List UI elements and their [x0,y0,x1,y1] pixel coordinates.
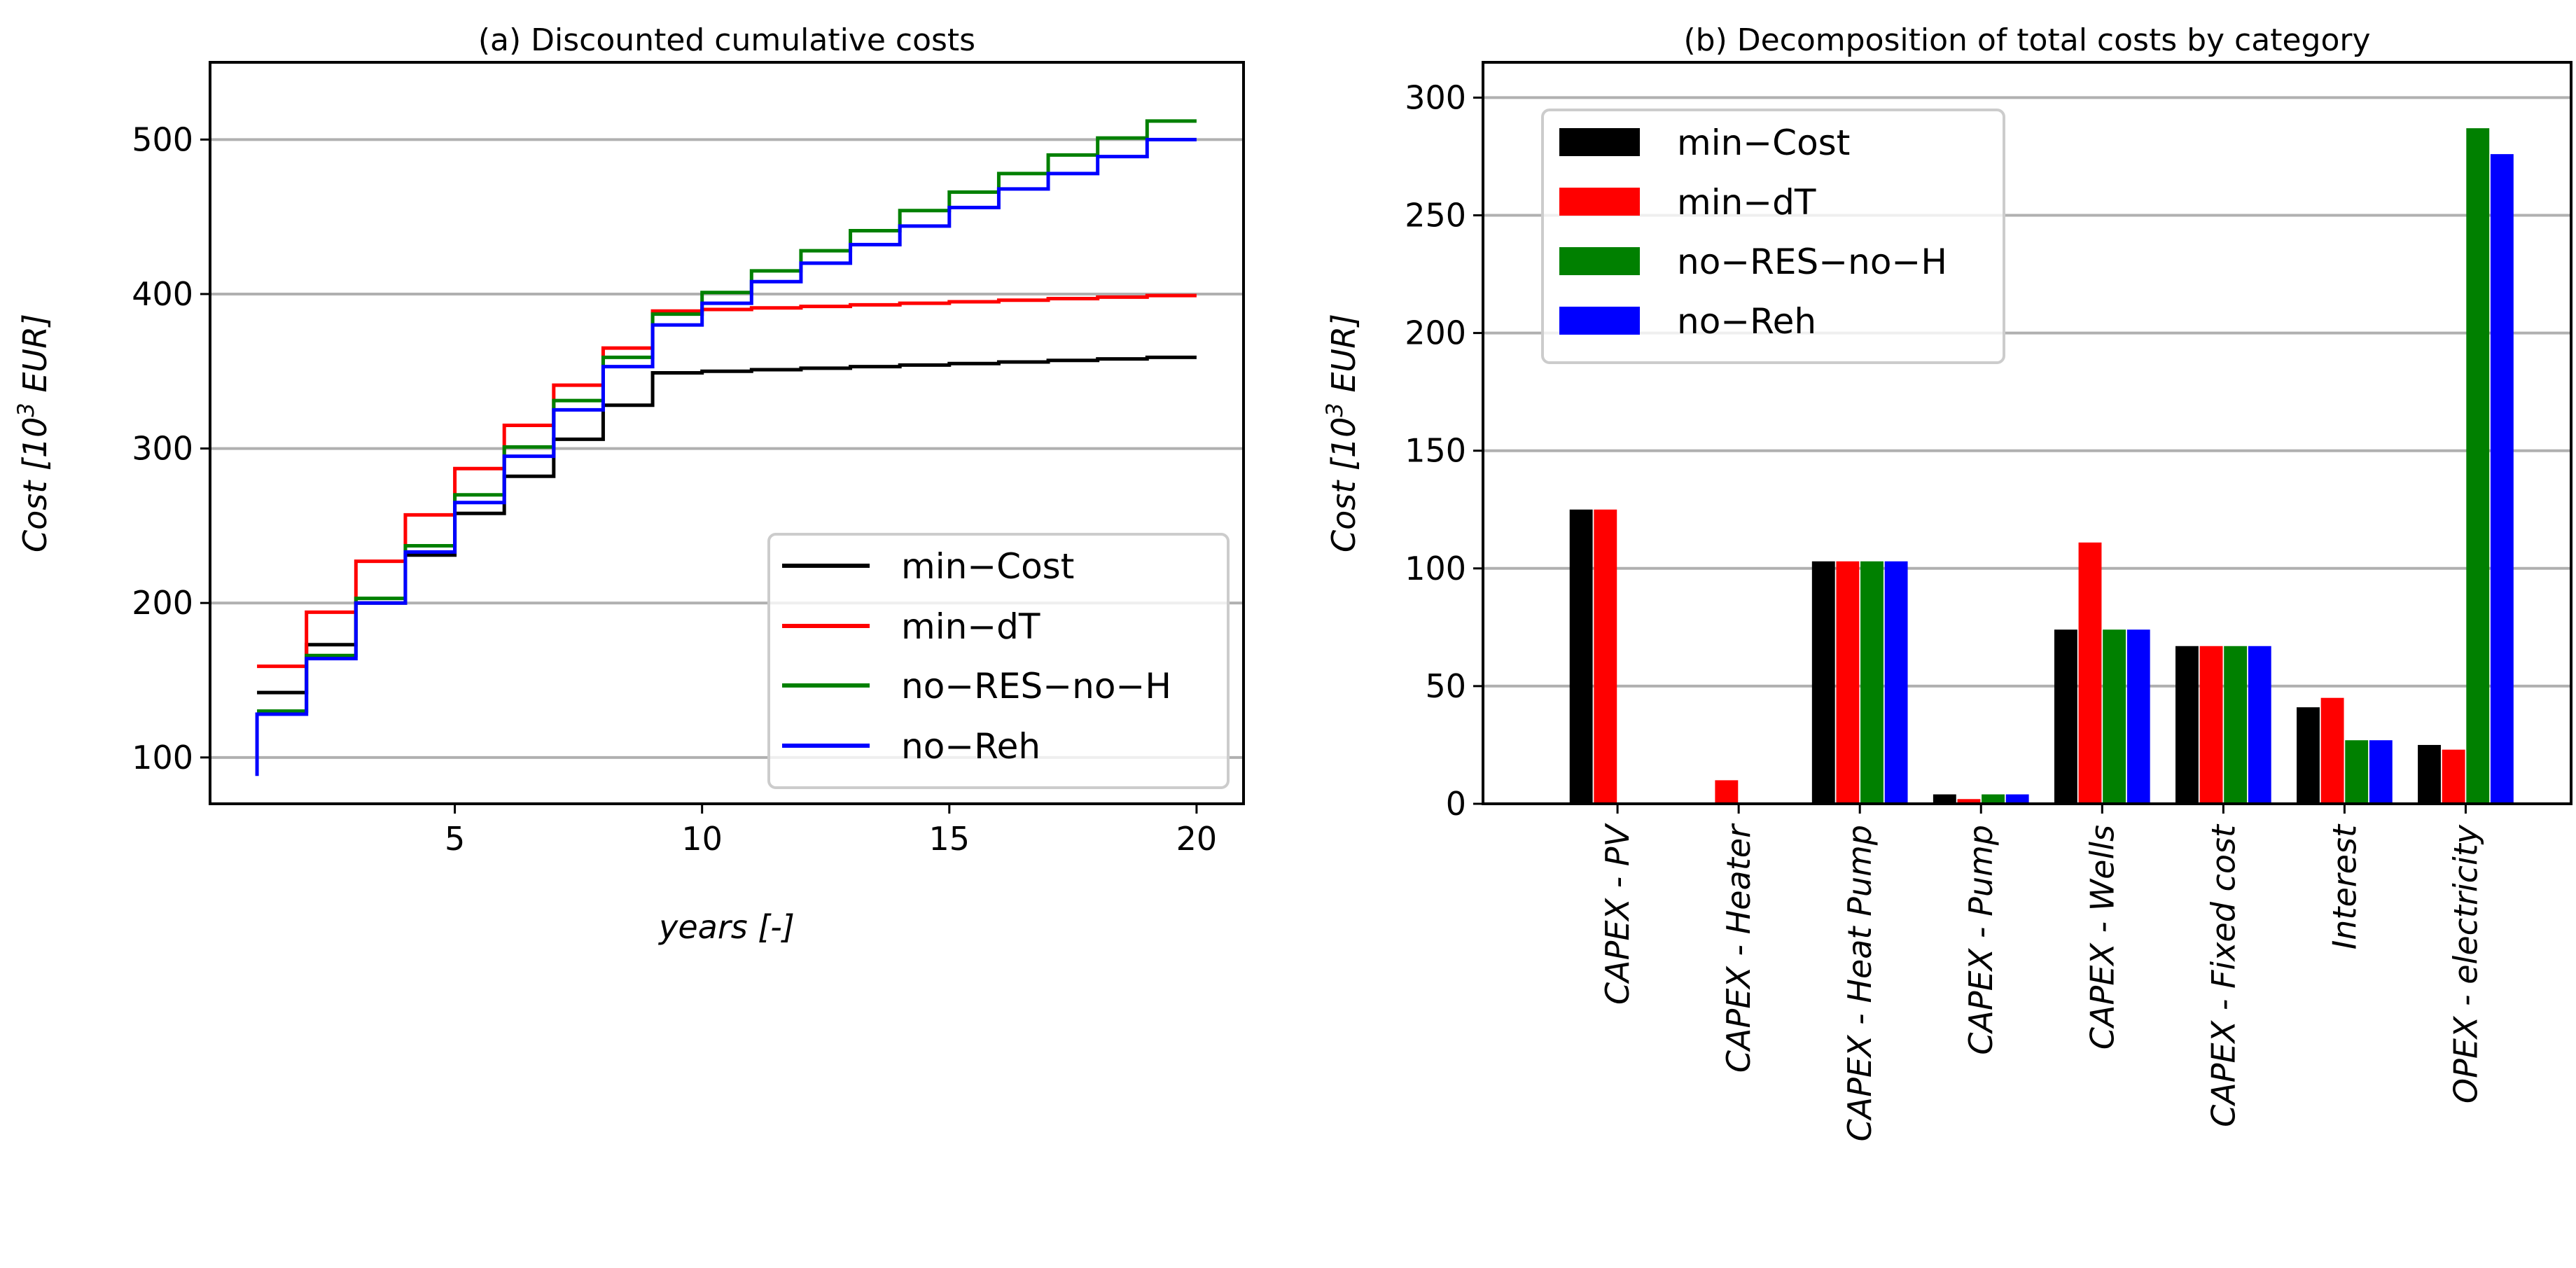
x-tick-label: CAPEX - PV [1599,822,1636,1004]
legend-frame [767,533,1230,789]
legend-label: min−dT [1677,182,1816,223]
legend-label: no−RES−no−H [901,666,1171,706]
legend-label: no−RES−no−H [1677,242,1947,282]
x-tick-label: OPEX - electricity [2446,824,2484,1103]
y-tick-label: 250 [1405,197,1466,235]
bar-no−RES−no−H [1860,561,1884,804]
series-line-no−Reh [255,137,1197,776]
y-tick-label: 0 [1446,785,1466,823]
bar-no−Reh [2369,740,2393,804]
bar-min−Cost [2054,629,2077,804]
legend-patch-min−dT [1559,188,1640,216]
legend-label: min−Cost [1677,123,1850,163]
x-tick-label: 10 [681,820,723,858]
bar-min−dT [1715,780,1739,804]
legend-label: no−Reh [1677,301,1816,342]
bar-min−Cost [1811,561,1835,804]
y-tick-label: 50 [1425,667,1466,705]
chart-a-title: (a) Discounted cumulative costs [478,22,975,58]
series-line-min−Cost [257,355,1197,695]
bar-no−RES−no−H [2466,128,2490,804]
bar-min−dT [1957,799,1981,804]
y-tick-label: 300 [132,430,193,468]
bar-min−dT [2442,749,2465,804]
y-tick-label: 200 [132,584,193,622]
y-tick-label: 100 [132,739,193,776]
legend-label: no−Reh [901,726,1040,767]
legend-frame [1541,109,2005,364]
bar-no−RES−no−H [2224,646,2248,804]
bar-min−Cost [1569,509,1593,804]
bar-min−Cost [2175,646,2199,804]
bar-no−Reh [2005,794,2029,804]
bar-min−dT [1836,561,1860,804]
y-axis-label: Cost [103 EUR] [13,314,54,552]
y-tick-label: 150 [1405,432,1466,470]
bar-no−RES−no−H [2345,740,2369,804]
bar-no−RES−no−H [2103,629,2126,804]
bar-no−Reh [1884,561,1908,804]
bar-no−Reh [2248,646,2271,804]
legend-label: min−dT [901,606,1040,647]
x-tick-label: CAPEX - Heater [1720,823,1757,1073]
x-tick-label: CAPEX - Fixed cost [2204,823,2242,1127]
legend-patch-min−Cost [1559,128,1640,156]
bar-min−Cost [1933,794,1956,804]
legend: min−Cost min−dT no−RES−no−H no−Reh [1541,109,2005,364]
bar-no−Reh [2126,629,2150,804]
bar-no−Reh [2490,154,2514,804]
bar-no−RES−no−H [1982,794,2005,804]
y-tick-label: 200 [1405,314,1466,352]
y-tick-label: 400 [132,275,193,313]
plot-frame [209,61,1245,805]
x-tick-label: CAPEX - Pump [1962,825,2000,1055]
x-tick-label: 20 [1176,820,1218,858]
bar-min−dT [2320,697,2344,804]
bar-min−dT [2199,646,2223,804]
series-line-no−RES−no−H [257,119,1197,713]
legend-patch-no−Reh [1559,307,1640,335]
legend: min−Cost min−dT no−RES−no−H no−Reh [767,533,1230,789]
chart-b: 0 50 100 150 200 250 300 CAPEX - PV CAPEX - Heat… [1321,61,2572,1141]
x-tick-label: 5 [445,820,465,858]
chart-a-xlabel: years [-] [657,908,795,946]
bar-min−Cost [2418,744,2441,804]
x-tick-label: Interest [2325,823,2363,949]
chart-b-title: (b) Decomposition of total costs by cate… [1683,22,2370,58]
x-tick-label: CAPEX - Heat Pump [1841,825,1879,1141]
y-axis-label: Cost [103 EUR] [1321,314,1363,552]
bar-min−dT [1594,509,1617,804]
legend-label: min−Cost [901,546,1074,587]
y-tick-label: 500 [132,120,193,158]
chart-a: 100 200 300 400 500 5 10 15 20 Cost [103 EUR] min−… [13,61,1245,858]
bar-min−Cost [2297,707,2320,804]
y-tick-label: 300 [1405,78,1466,116]
x-tick-label: 15 [929,820,970,858]
bar-min−dT [2078,542,2102,804]
x-tick-label: CAPEX - Wells [2083,825,2121,1050]
legend-patch-no−RES−no−H [1559,247,1640,275]
plot-frame [1482,61,2572,805]
y-tick-label: 100 [1405,550,1466,587]
series-line-min−dT [257,293,1197,669]
